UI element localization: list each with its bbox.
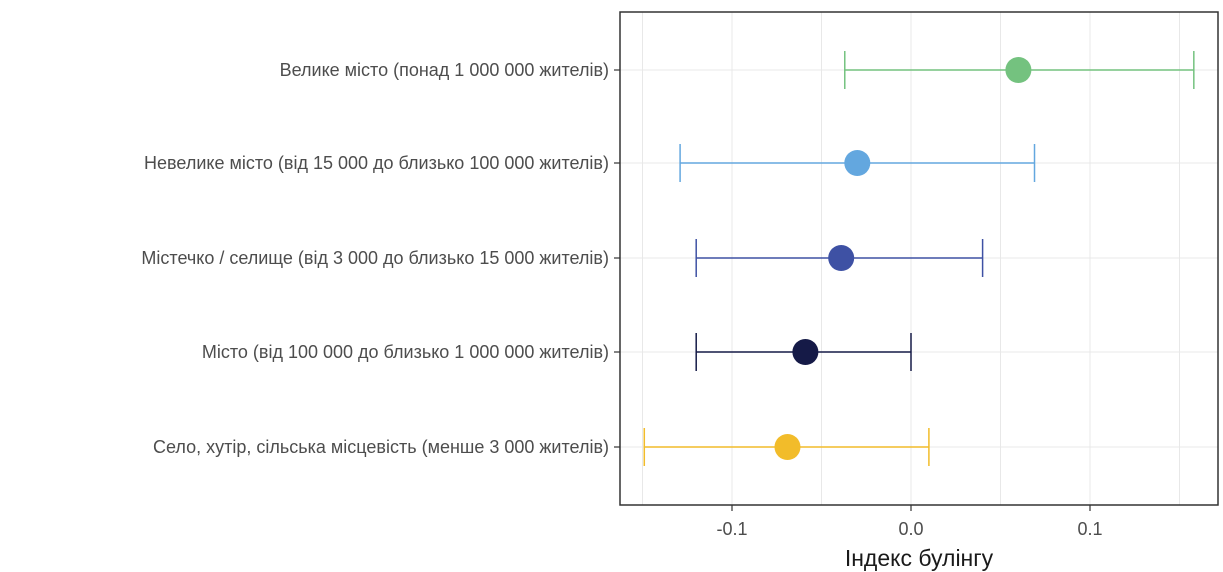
point-estimate <box>1005 57 1032 83</box>
point-estimate <box>828 245 855 271</box>
x-tick-label: -0.1 <box>716 519 747 539</box>
point-estimate <box>774 434 801 460</box>
y-axis-label: Невелике місто (від 15 000 до близько 10… <box>144 153 609 173</box>
y-axis-label: Місто (від 100 000 до близько 1 000 000 … <box>202 342 609 362</box>
error-bar-group <box>695 239 984 277</box>
y-axis-label: Велике місто (понад 1 000 000 жителів) <box>280 60 609 80</box>
y-axis-label: Село, хутір, сільська місцевість (менше … <box>153 437 609 457</box>
error-bar-group <box>844 51 1195 89</box>
x-axis-tick-labels: -0.1 0.0 0.1 <box>716 519 1102 539</box>
x-tick-label: 0.1 <box>1077 519 1102 539</box>
axis-ticks <box>614 69 1091 511</box>
x-axis-title: Індекс булінгу <box>845 545 994 571</box>
y-axis-labels: Велике місто (понад 1 000 000 жителів) Не… <box>141 60 609 457</box>
error-bar-group <box>643 428 930 466</box>
point-estimate <box>844 150 871 176</box>
x-tick-label: 0.0 <box>898 519 923 539</box>
plot-panel-border <box>619 11 1219 506</box>
error-bar-group <box>695 333 912 371</box>
error-bar-group <box>679 144 1036 182</box>
point-estimate <box>792 339 819 365</box>
error-bar-points <box>643 51 1195 466</box>
y-axis-label: Містечко / селище (від 3 000 до близько … <box>141 248 609 268</box>
